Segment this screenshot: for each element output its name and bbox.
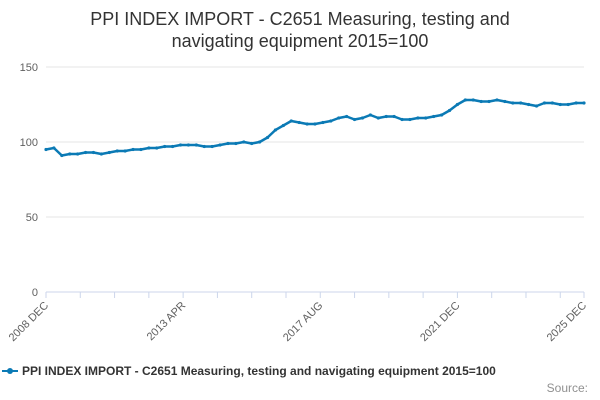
data-point-2020-03	[400, 117, 404, 122]
data-point-2009-12	[76, 152, 80, 156]
data-point-2010-03	[83, 150, 88, 155]
data-point-2018-09	[352, 117, 357, 122]
data-point-2020-09	[416, 116, 420, 120]
data-point-2008-12	[44, 147, 48, 152]
x-tick-label-2: 2017 AUG	[281, 300, 325, 344]
legend[interactable]: PPI INDEX IMPORT - C2651 Measuring, test…	[2, 363, 496, 379]
data-point-2022-12	[487, 99, 491, 104]
data-point-2022-06	[471, 98, 475, 102]
chart-title-line-1: PPI INDEX IMPORT - C2651 Measuring, test…	[90, 9, 510, 29]
data-point-2009-09	[68, 152, 72, 156]
data-point-2025-03	[558, 102, 562, 107]
data-point-2015-06	[250, 141, 254, 146]
series-layer	[44, 98, 586, 158]
data-point-2009-06	[60, 153, 64, 158]
x-tick-label-4: 2025 DEC	[545, 300, 589, 344]
data-point-2011-12	[139, 147, 143, 152]
data-point-2021-06	[439, 113, 444, 117]
x-tick-label-0: 2008 DEC	[7, 300, 51, 344]
data-point-2019-03	[368, 113, 372, 117]
data-point-2010-12	[107, 150, 111, 155]
data-point-2018-12	[360, 116, 365, 120]
data-point-2017-06	[313, 122, 317, 126]
data-point-2016-06	[281, 123, 285, 128]
data-point-2013-03	[178, 143, 183, 147]
data-point-2025-06	[566, 102, 570, 107]
data-point-2019-09	[384, 114, 388, 119]
data-point-2016-09	[289, 119, 293, 123]
data-point-2012-03	[147, 146, 151, 150]
data-point-2014-09	[226, 141, 230, 146]
data-point-2016-12	[297, 120, 301, 125]
data-point-2010-09	[99, 152, 103, 156]
data-point-2015-12	[265, 135, 270, 140]
data-point-2015-03	[242, 140, 246, 144]
data-point-2010-06	[91, 150, 96, 155]
data-point-2023-12	[519, 101, 523, 105]
y-tick-label-100: 100	[20, 137, 38, 149]
data-point-2011-09	[131, 147, 135, 152]
credits-source[interactable]: Source:	[546, 381, 588, 395]
data-point-2012-12	[170, 144, 175, 149]
data-point-2025-12	[582, 101, 586, 105]
legend-line-dot-icon	[2, 366, 18, 376]
data-point-2017-09	[321, 120, 325, 125]
y-tick-label-0: 0	[32, 287, 38, 299]
data-point-2013-06	[186, 143, 191, 147]
chart-title: PPI INDEX IMPORT - C2651 Measuring, test…	[0, 8, 600, 52]
data-point-2023-09	[511, 101, 515, 105]
data-point-2016-03	[273, 128, 278, 132]
data-point-2020-12	[424, 116, 428, 120]
data-point-2013-12	[202, 144, 206, 149]
y-tick-label-50: 50	[26, 212, 38, 224]
data-point-2011-06	[123, 149, 127, 153]
chart-title-line-2: navigating equipment 2015=100	[171, 31, 429, 51]
data-point-2011-03	[115, 149, 119, 153]
data-point-2013-09	[194, 143, 198, 147]
data-point-2024-09	[542, 101, 547, 105]
y-axis: 0 50 100 150	[20, 62, 38, 299]
data-point-2017-12	[329, 119, 333, 123]
data-point-2019-06	[376, 116, 380, 120]
data-point-2021-12	[455, 102, 460, 107]
data-point-2024-03	[527, 102, 531, 107]
data-point-2012-09	[163, 144, 167, 149]
x-axis: 2008 DEC 2013 APR 2017 AUG 2021 DEC 2025 DEC	[7, 291, 589, 344]
data-point-2014-03	[210, 144, 214, 149]
x-tick-label-1: 2013 APR	[145, 300, 189, 344]
data-point-2022-09	[479, 99, 483, 104]
y-tick-label-150: 150	[20, 62, 38, 74]
data-point-2015-09	[258, 140, 262, 144]
data-point-2017-03	[305, 122, 309, 126]
data-point-2018-03	[337, 116, 341, 120]
x-tick-label-3: 2021 DEC	[418, 300, 462, 344]
data-point-2014-06	[218, 143, 222, 147]
data-point-2018-06	[345, 114, 349, 119]
data-point-2021-09	[447, 108, 452, 113]
data-point-2022-03	[463, 98, 467, 102]
data-point-2024-06	[534, 104, 539, 108]
grid-lines	[46, 66, 584, 218]
legend-label: PPI INDEX IMPORT - C2651 Measuring, test…	[22, 364, 496, 378]
data-point-2009-03	[52, 146, 56, 150]
data-point-2020-06	[408, 117, 412, 122]
data-point-2023-06	[503, 99, 507, 104]
data-point-2012-06	[155, 146, 159, 150]
data-point-2021-03	[432, 114, 436, 119]
data-point-2023-03	[495, 98, 499, 102]
data-point-2019-12	[392, 114, 396, 119]
data-point-2014-12	[234, 141, 238, 146]
data-point-2025-09	[574, 101, 578, 105]
data-point-2024-12	[550, 101, 554, 105]
series-line	[44, 98, 586, 157]
